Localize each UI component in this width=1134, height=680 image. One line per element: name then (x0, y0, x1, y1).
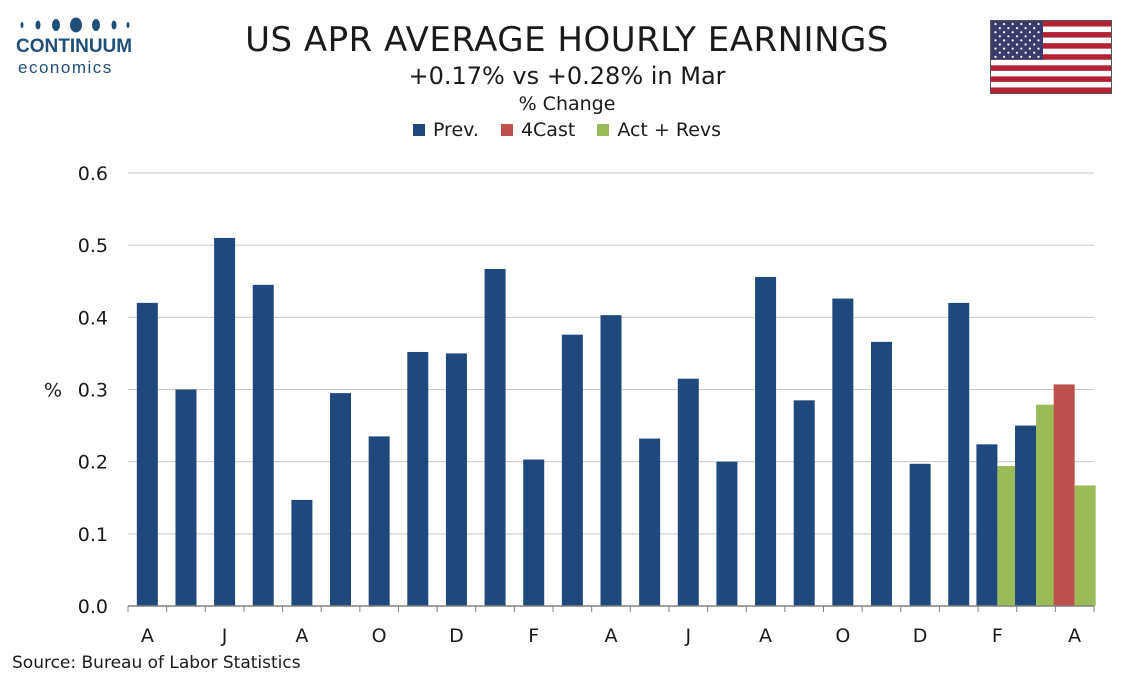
chart-subtitle: +0.17% vs +0.28% in Mar (408, 62, 726, 90)
logo-tagline: economics (18, 58, 113, 77)
bar-prev-18 (832, 298, 854, 606)
y-tick-label: 0.0 (78, 596, 108, 618)
bar-prev-1 (175, 389, 197, 606)
bar-prev-15 (716, 461, 738, 606)
x-tick-label: A (605, 625, 618, 647)
bars (136, 237, 1096, 606)
x-tick-label: O (372, 625, 387, 647)
bar-prev-4 (291, 499, 313, 606)
x-tick-label: A (295, 625, 308, 647)
bar-prev-2 (214, 237, 236, 606)
legend-item-actual: Act + Revs (597, 119, 721, 141)
x-tick-label: A (141, 625, 154, 647)
bar-forecast-24 (1053, 384, 1075, 606)
bar-prev-14 (677, 378, 699, 606)
chart-unit-label: % Change (518, 93, 616, 115)
us-flag-icon (990, 20, 1112, 94)
bar-prev-6 (368, 436, 390, 606)
logo-wordmark: CONTINUUM (16, 36, 133, 57)
y-tick-label: 0.2 (78, 452, 108, 474)
legend-item-forecast: 4Cast (500, 119, 576, 141)
x-tick-label: A (759, 625, 772, 647)
legend-label-prev: Prev. (432, 119, 479, 141)
logo-dots-icon (20, 17, 130, 33)
x-tick-label: O (835, 625, 850, 647)
y-tick-label: 0.5 (78, 235, 108, 257)
y-tick-label: 0.3 (78, 380, 108, 402)
bar-actual-24 (1074, 485, 1096, 606)
y-tick-label: 0.6 (78, 163, 108, 185)
bar-actual-22 (997, 465, 1019, 606)
axes: 0.0 0.1 0.2 0.3 0.4 0.5 0.6% A J A O D F A J A O D F A (44, 163, 1095, 647)
legend-swatch-prev (412, 124, 425, 136)
bar-prev-22 (976, 444, 998, 606)
bar-actual-23 (1036, 404, 1058, 606)
bar-prev-5 (330, 393, 352, 606)
bar-prev-19 (870, 341, 892, 606)
bar-prev-13 (639, 438, 661, 606)
x-tick-label: J (684, 625, 691, 647)
bar-prev-7 (407, 351, 429, 606)
chart-legend: Prev. 4Cast Act + Revs (0, 119, 1134, 141)
x-tick-label: F (992, 625, 1003, 647)
source-note: Source: Bureau of Labor Statistics (12, 653, 301, 673)
legend-swatch-forecast (500, 124, 513, 136)
x-tick-label: D (913, 625, 928, 647)
x-tick-label: A (1068, 625, 1081, 647)
bar-prev-17 (793, 400, 815, 606)
continuum-logo: CONTINUUM economics (14, 14, 134, 77)
y-tick-label: 0.1 (78, 524, 108, 546)
bar-prev-16 (755, 276, 777, 606)
bar-prev-21 (948, 302, 970, 606)
bar-prev-10 (523, 459, 545, 606)
y-axis-label: % (44, 380, 62, 402)
bar-prev-0 (136, 302, 158, 606)
y-tick-label: 0.4 (78, 307, 108, 329)
bar-prev-20 (909, 463, 931, 606)
legend-swatch-actual (597, 124, 610, 136)
legend-label-forecast: 4Cast (520, 119, 576, 141)
bar-prev-8 (445, 353, 467, 606)
legend-label-actual: Act + Revs (617, 119, 722, 141)
x-tick-label: J (221, 625, 228, 647)
bar-prev-3 (252, 284, 274, 606)
bar-prev-23 (1015, 425, 1037, 606)
x-tick-label: D (449, 625, 464, 647)
chart-title: US APR AVERAGE HOURLY EARNINGS (245, 20, 889, 60)
bar-prev-9 (484, 268, 506, 606)
bar-prev-11 (561, 334, 583, 606)
legend-item-prev: Prev. (412, 119, 479, 141)
bar-prev-12 (600, 315, 622, 606)
x-tick-label: F (528, 625, 539, 647)
